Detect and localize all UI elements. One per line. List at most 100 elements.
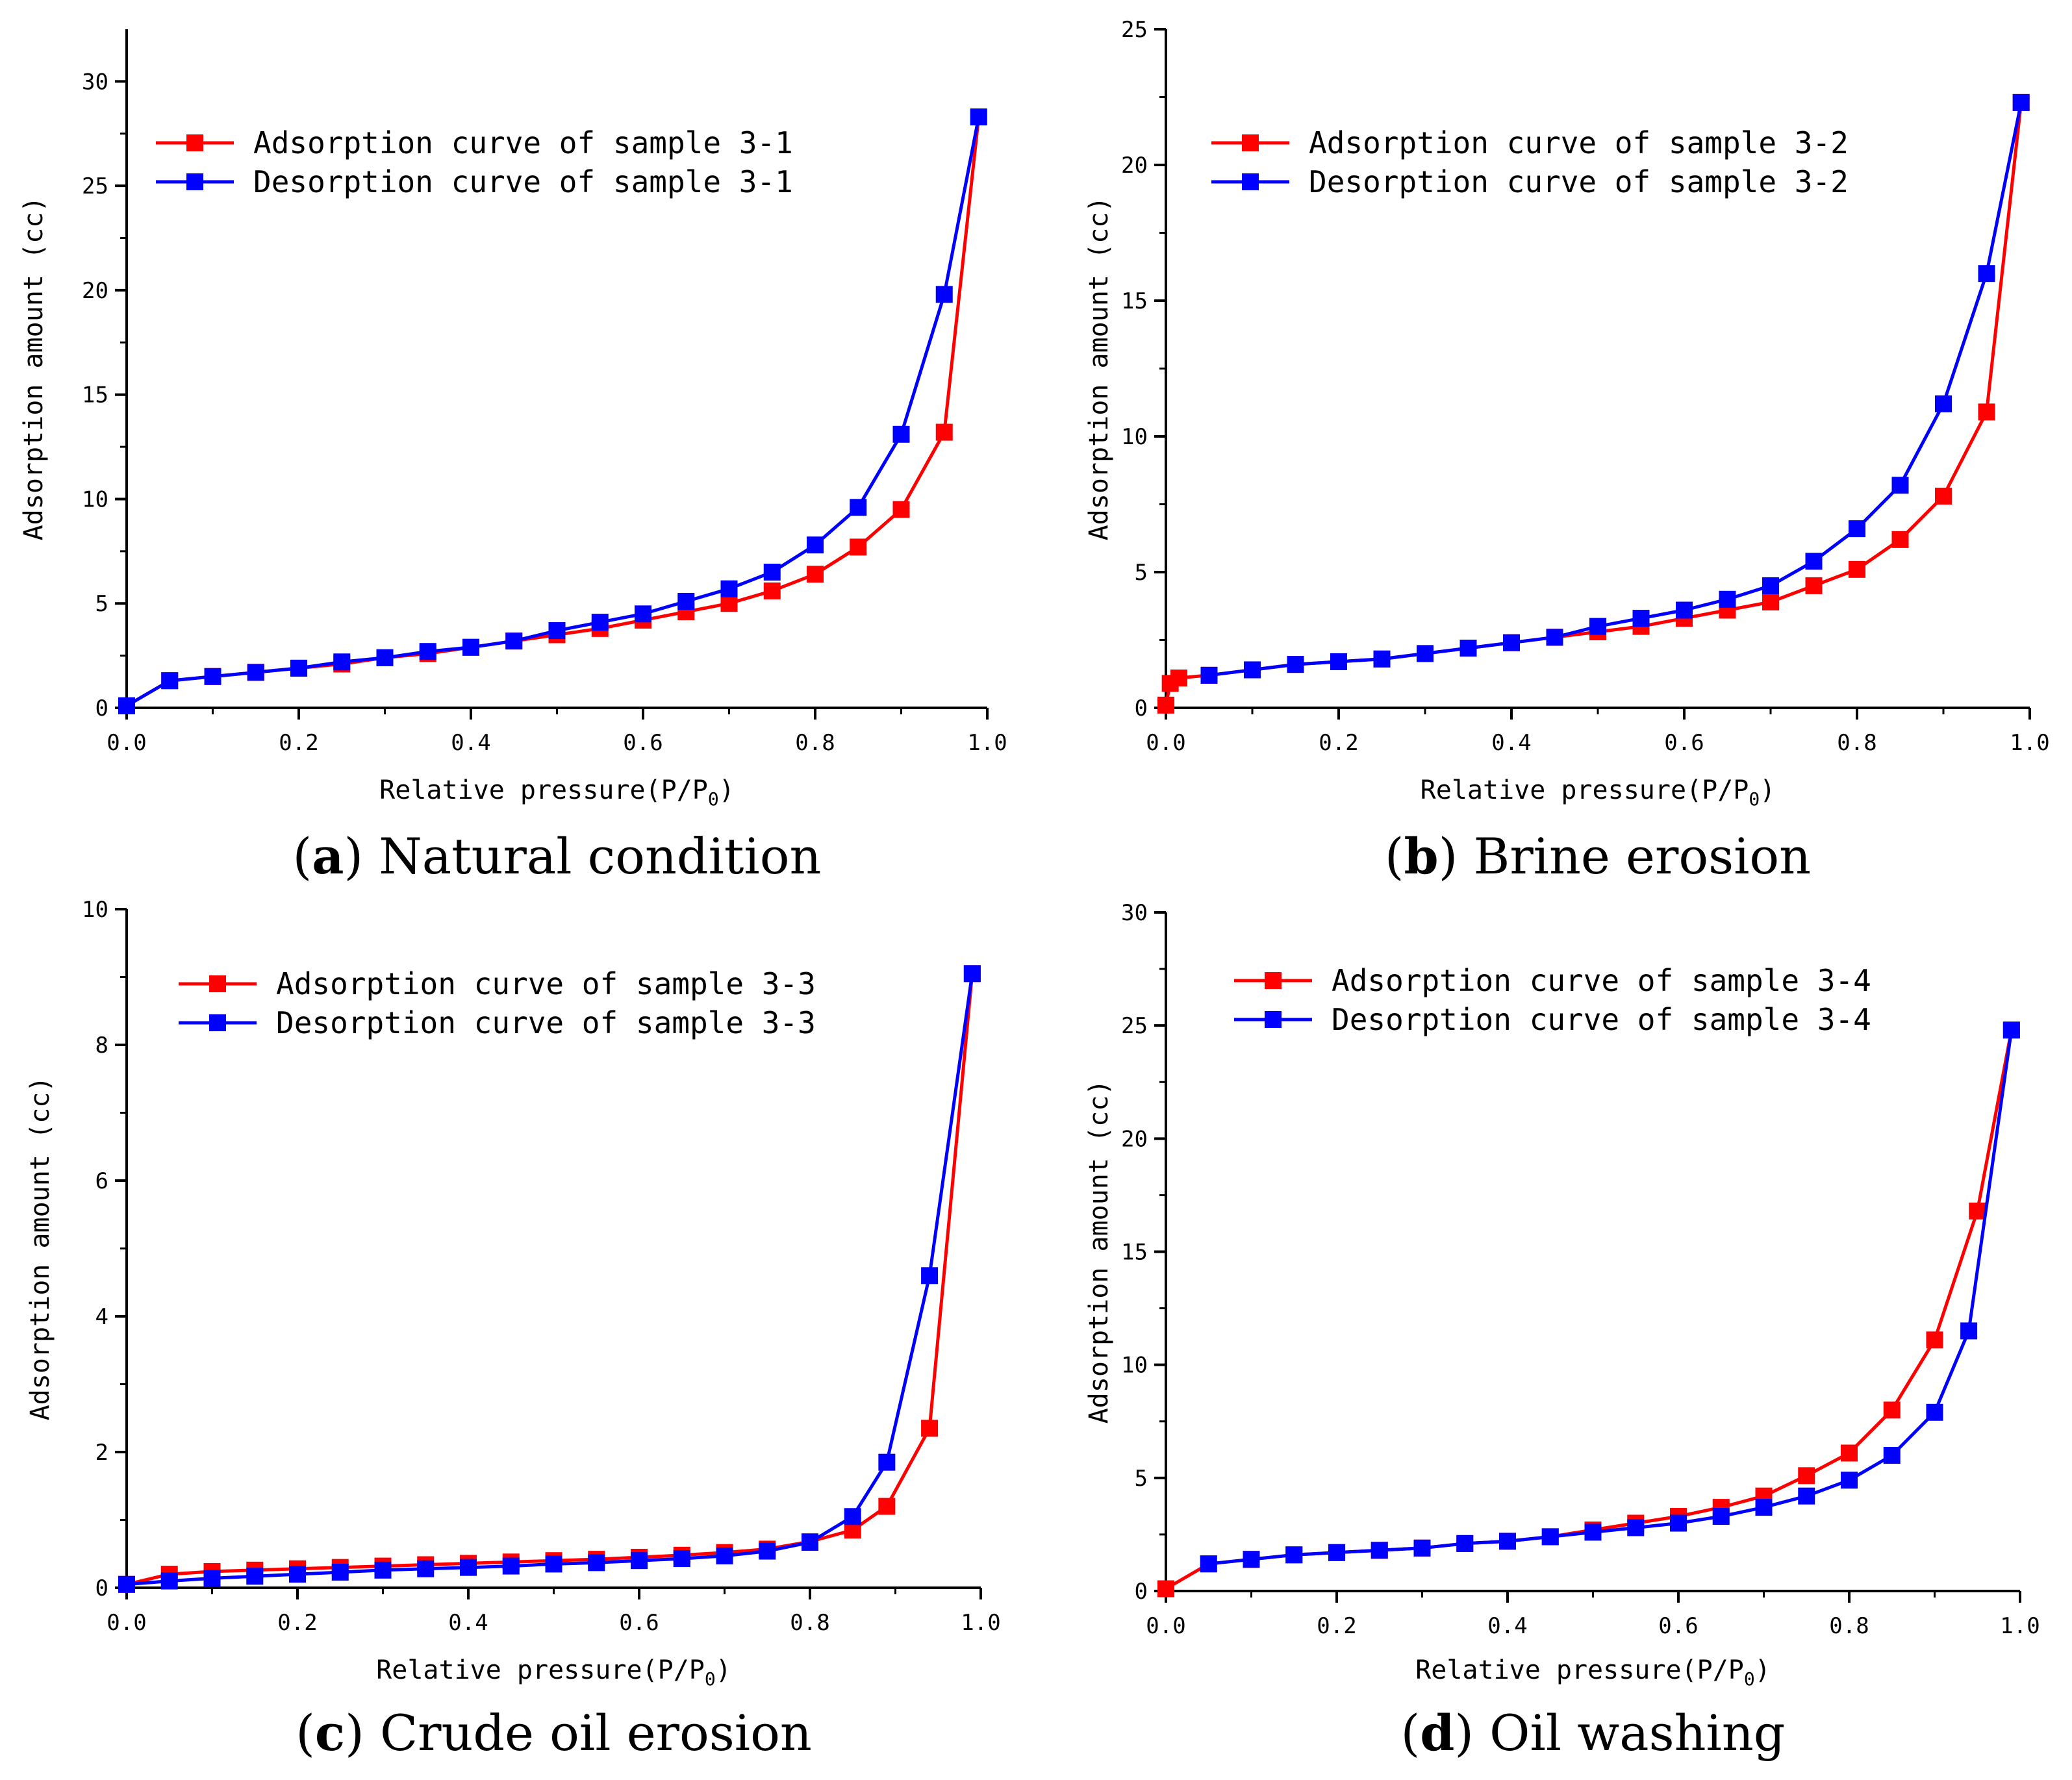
series-line-desorption xyxy=(125,116,981,707)
y-tick-label: 20 xyxy=(1121,1126,1148,1152)
data-point-marker xyxy=(1541,1528,1559,1546)
y-tick-label: 10 xyxy=(82,486,108,512)
legend-marker xyxy=(209,1014,226,1031)
data-point-marker xyxy=(1584,1523,1602,1541)
data-point-marker xyxy=(1762,593,1779,610)
panel-caption: (b) Brine erosion xyxy=(1385,827,1811,885)
data-point-marker xyxy=(462,638,479,656)
data-point-marker xyxy=(1459,640,1477,657)
data-point-marker xyxy=(1328,1544,1345,1561)
data-point-marker xyxy=(1670,1514,1687,1532)
y-tick-label: 8 xyxy=(95,1033,108,1059)
legend-label: Adsorption curve of sample 3-1 xyxy=(253,125,793,160)
x-axis-title: Relative pressure(P/P0) xyxy=(376,1655,731,1690)
x-tick-label: 1.0 xyxy=(2010,730,2049,756)
data-point-marker xyxy=(1849,520,1865,538)
data-point-marker xyxy=(1456,1535,1474,1552)
y-tick-label: 5 xyxy=(1135,560,1148,586)
x-tick-label: 0.6 xyxy=(1664,730,1704,756)
x-axis-title-main: Relative pressure(P/P xyxy=(379,775,708,805)
data-point-marker xyxy=(807,566,824,583)
data-point-marker xyxy=(1373,650,1391,668)
y-tick-label: 15 xyxy=(1121,1240,1148,1266)
x-axis-title-end: ) xyxy=(1760,775,1775,805)
x-axis-title-end: ) xyxy=(719,775,735,805)
chart-panel-d: 0.0 0.2 0.4 0.6 0.8 1.0 0 5 10 15 20 25 30 Relative p… xyxy=(1084,900,2040,1762)
data-point-marker xyxy=(878,1498,896,1515)
x-tick-label: 0.6 xyxy=(623,730,663,756)
data-point-marker xyxy=(1883,1447,1901,1464)
y-tick-label: 20 xyxy=(82,278,108,304)
data-point-marker xyxy=(331,1563,349,1581)
data-point-marker xyxy=(1413,1539,1431,1557)
data-point-marker xyxy=(247,664,264,681)
caption-title: ) Brine erosion xyxy=(1439,827,1811,885)
data-point-marker xyxy=(1417,645,1434,662)
data-point-marker xyxy=(970,108,987,126)
x-tick-label: 0.0 xyxy=(1146,730,1185,756)
data-point-marker xyxy=(588,1554,605,1572)
data-point-marker xyxy=(1589,618,1606,635)
caption-letter: a xyxy=(312,827,344,885)
series-line-adsorption xyxy=(126,973,974,1586)
x-tick-label: 0.4 xyxy=(451,730,490,756)
data-point-marker xyxy=(1762,577,1779,594)
data-point-marker xyxy=(1926,1403,1943,1421)
data-point-marker xyxy=(118,697,135,714)
data-point-marker xyxy=(1330,653,1347,670)
x-tick-label: 0.8 xyxy=(1837,730,1876,756)
caption-title: ) Natural condition xyxy=(344,827,821,885)
caption-title: ) Oil washing xyxy=(1454,1704,1785,1762)
x-tick-label: 0.0 xyxy=(1146,1613,1185,1639)
data-point-marker xyxy=(1371,1542,1388,1559)
x-tick-label: 0.4 xyxy=(448,1610,488,1636)
legend-label: Adsorption curve of sample 3-3 xyxy=(276,966,816,1001)
data-point-marker xyxy=(1891,477,1909,494)
data-point-marker xyxy=(1978,265,1995,282)
series-line-adsorption xyxy=(1165,1029,2014,1590)
data-point-marker xyxy=(1243,1551,1260,1568)
data-point-marker xyxy=(963,965,981,983)
caption-open-paren: ( xyxy=(1401,1704,1421,1762)
data-point-marker xyxy=(1805,577,1823,594)
y-tick-label: 25 xyxy=(1121,1013,1148,1039)
panel-caption: (d) Oil washing xyxy=(1401,1704,1786,1762)
data-point-marker xyxy=(763,564,781,581)
data-point-marker xyxy=(1285,1546,1303,1564)
y-tick-label: 10 xyxy=(1121,1353,1148,1379)
y-tick-label: 0 xyxy=(95,696,108,721)
data-point-marker xyxy=(505,633,523,650)
data-point-marker xyxy=(1676,601,1693,619)
data-point-marker xyxy=(1499,1533,1516,1550)
y-tick-label: 4 xyxy=(95,1304,108,1330)
data-point-marker xyxy=(160,1572,178,1590)
x-tick-label: 0.4 xyxy=(1491,730,1531,756)
data-point-marker xyxy=(376,649,394,666)
data-point-marker xyxy=(631,1552,648,1570)
x-axis-title: Relative pressure(P/P0) xyxy=(379,775,735,810)
legend-marker xyxy=(1242,134,1259,151)
legend-marker xyxy=(186,173,203,190)
data-point-marker xyxy=(1287,656,1304,673)
data-point-marker xyxy=(935,423,953,441)
legend-label: Adsorption curve of sample 3-2 xyxy=(1309,125,1849,160)
data-point-marker xyxy=(417,1560,435,1577)
data-point-marker xyxy=(591,614,609,631)
x-axis-title-main: Relative pressure(P/P xyxy=(1421,775,1749,805)
x-tick-label: 0.4 xyxy=(1487,1613,1527,1639)
x-tick-label: 0.2 xyxy=(1319,730,1358,756)
data-point-marker xyxy=(892,425,910,443)
x-tick-label: 0.8 xyxy=(795,730,835,756)
data-point-marker xyxy=(1712,1508,1730,1525)
x-axis-title-main: Relative pressure(P/P xyxy=(376,1655,705,1685)
panel-caption: (a) Natural condition xyxy=(293,827,822,885)
y-tick-label: 30 xyxy=(1121,900,1148,926)
data-point-marker xyxy=(502,1557,520,1575)
legend-marker xyxy=(186,134,203,151)
series-line-desorption xyxy=(126,973,974,1586)
data-point-marker xyxy=(2012,94,2030,111)
legend-marker xyxy=(209,975,226,992)
y-axis-title: Adsorption amount (cc) xyxy=(1084,197,1114,541)
x-tick-label: 0.0 xyxy=(107,730,146,756)
